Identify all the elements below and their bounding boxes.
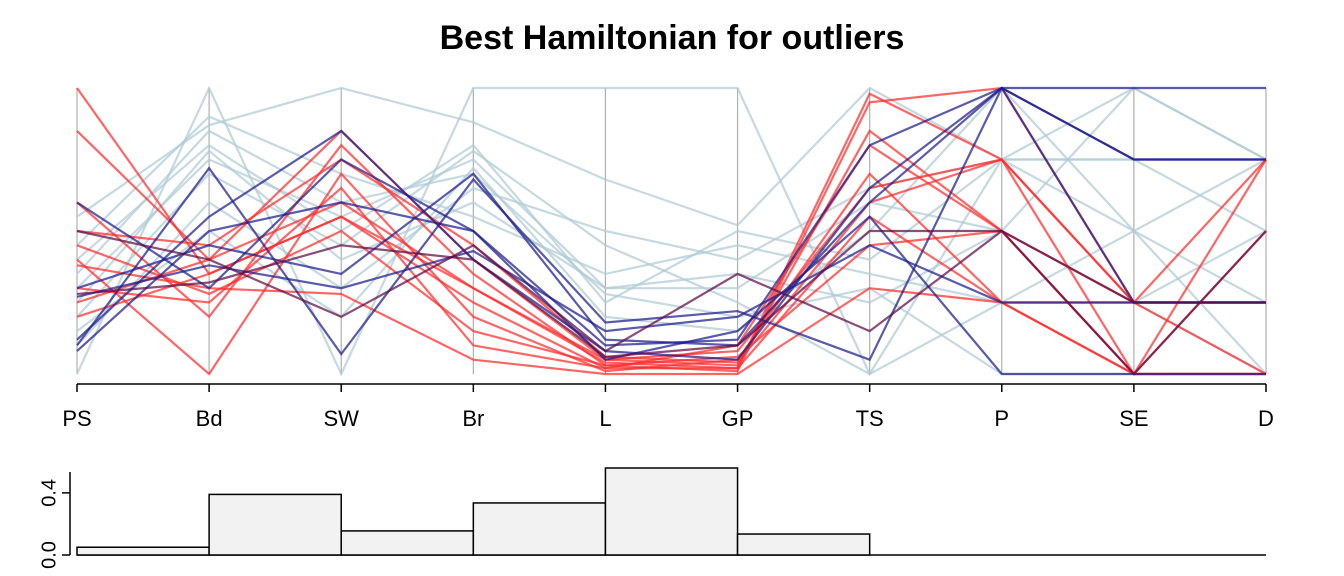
data-line xyxy=(76,264,1266,376)
data-line xyxy=(76,86,1266,362)
data-line xyxy=(76,86,1267,375)
axis-label: TS xyxy=(856,406,884,431)
bar xyxy=(76,546,210,556)
axis-label: GP xyxy=(722,406,754,431)
axis-label: SW xyxy=(323,406,359,431)
y-tick-label: 0.4 xyxy=(38,479,60,507)
axis-label: L xyxy=(599,406,611,431)
axis-label: Br xyxy=(462,406,484,431)
axis-label: P xyxy=(994,406,1009,431)
bar xyxy=(472,502,607,556)
data-line xyxy=(76,201,1266,376)
bar xyxy=(604,467,739,556)
data-line xyxy=(76,85,1267,377)
axis-label: SE xyxy=(1119,406,1148,431)
axis-label: D xyxy=(1258,406,1274,431)
data-line xyxy=(76,86,1267,333)
chart-title: Best Hamiltonian for outliers xyxy=(440,19,905,57)
bar xyxy=(340,530,475,556)
data-line xyxy=(76,86,1266,373)
y-tick-label: 0.0 xyxy=(38,541,60,569)
data-line xyxy=(76,86,1266,347)
data-line xyxy=(76,229,1267,376)
axis-label: Bd xyxy=(196,406,223,431)
data-line xyxy=(76,86,1266,361)
data-line xyxy=(76,229,1266,358)
axis-label: PS xyxy=(62,406,91,431)
bar xyxy=(736,533,871,556)
data-line xyxy=(76,86,1266,347)
bar xyxy=(208,493,342,556)
